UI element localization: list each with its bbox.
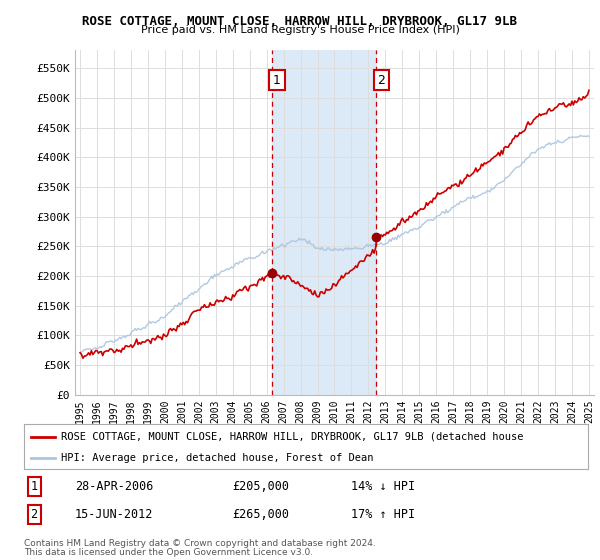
Text: This data is licensed under the Open Government Licence v3.0.: This data is licensed under the Open Gov… — [24, 548, 313, 557]
Text: 28-APR-2006: 28-APR-2006 — [75, 479, 153, 493]
Text: 2: 2 — [31, 507, 38, 521]
Text: £265,000: £265,000 — [233, 507, 290, 521]
Text: £205,000: £205,000 — [233, 479, 290, 493]
Text: 17% ↑ HPI: 17% ↑ HPI — [351, 507, 415, 521]
Bar — [272, 50, 376, 395]
Text: Contains HM Land Registry data © Crown copyright and database right 2024.: Contains HM Land Registry data © Crown c… — [24, 539, 376, 548]
Text: ROSE COTTAGE, MOUNT CLOSE, HARROW HILL, DRYBROOK, GL17 9LB: ROSE COTTAGE, MOUNT CLOSE, HARROW HILL, … — [83, 15, 517, 27]
Text: Price paid vs. HM Land Registry's House Price Index (HPI): Price paid vs. HM Land Registry's House … — [140, 25, 460, 35]
Text: HPI: Average price, detached house, Forest of Dean: HPI: Average price, detached house, Fore… — [61, 453, 373, 463]
Text: 15-JUN-2012: 15-JUN-2012 — [75, 507, 153, 521]
Text: 14% ↓ HPI: 14% ↓ HPI — [351, 479, 415, 493]
Text: 1: 1 — [31, 479, 38, 493]
Text: ROSE COTTAGE, MOUNT CLOSE, HARROW HILL, DRYBROOK, GL17 9LB (detached house: ROSE COTTAGE, MOUNT CLOSE, HARROW HILL, … — [61, 432, 523, 442]
Text: 2: 2 — [377, 73, 385, 87]
Text: 1: 1 — [273, 73, 281, 87]
